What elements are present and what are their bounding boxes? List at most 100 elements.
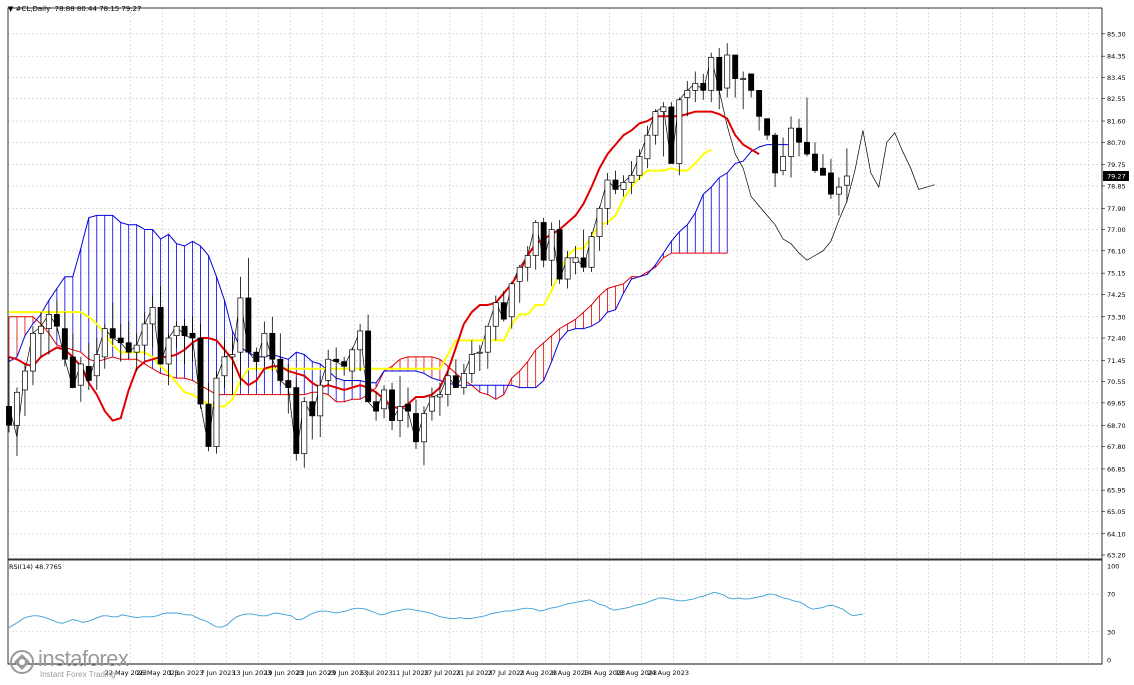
candle [668, 102, 675, 164]
candle [804, 97, 810, 157]
candle-body [293, 387, 300, 454]
chart-frame [7, 7, 1103, 665]
candle-body [309, 401, 316, 417]
candle-body [205, 403, 212, 447]
candle-body [173, 325, 180, 337]
current-price-label: 79.27 [1107, 173, 1126, 181]
candle-body [317, 384, 324, 417]
price-tick-label: 84.35 [1107, 53, 1126, 61]
chart-header: ▼ #CL,Daily 78.88 80.44 78.15 79.27 [8, 5, 142, 13]
candle-body [157, 307, 164, 365]
candle [708, 52, 715, 103]
rsi-tick-label: 30 [1107, 628, 1115, 636]
candle-body [532, 222, 539, 256]
candle [428, 387, 435, 421]
date-tick-label: 29 Jun 2023 [328, 669, 367, 677]
candle [780, 137, 787, 176]
main-panel-border [7, 7, 1103, 560]
candle [269, 316, 276, 372]
candle [405, 387, 411, 428]
candle-body [117, 337, 124, 344]
candle [85, 342, 92, 390]
candle-body [732, 54, 739, 79]
candle [29, 326, 36, 386]
price-tick-label: 70.55 [1107, 378, 1126, 386]
date-tick-label: 23 Jun 2023 [296, 669, 335, 677]
candle [365, 314, 372, 403]
candle-body [69, 356, 76, 388]
candle-body [796, 127, 802, 143]
price-tick-label: 65.95 [1107, 487, 1126, 495]
candle-body [405, 403, 411, 412]
candle [133, 333, 140, 372]
candle-body [436, 394, 443, 398]
rsi-panel: 100 70 30 0 [7, 563, 1119, 665]
candle-body [692, 82, 699, 91]
candle-body [61, 328, 68, 360]
candle [213, 371, 220, 454]
candle-body [165, 337, 172, 365]
price-tick-label: 78.85 [1107, 182, 1126, 190]
candle [117, 323, 124, 362]
date-tick-label: 2 Aug 2023 [520, 669, 558, 677]
candle-body [604, 179, 611, 209]
candle [532, 220, 539, 270]
candle [325, 349, 332, 386]
candle [357, 323, 364, 372]
candle [484, 325, 491, 369]
candle-body [612, 179, 619, 190]
candle-body [229, 354, 236, 358]
candle-body [22, 370, 28, 391]
candle [700, 73, 707, 100]
candle-body [221, 356, 228, 377]
candle-body [804, 141, 810, 155]
candle-body [365, 330, 372, 403]
candle-body [468, 354, 475, 374]
candle [748, 73, 755, 98]
candle [620, 175, 627, 197]
candle-body [245, 297, 252, 353]
candle [317, 375, 324, 438]
candle [548, 222, 555, 287]
candle-body [189, 332, 196, 339]
candle [14, 387, 20, 456]
candle [349, 347, 356, 386]
candle-body [716, 57, 723, 91]
candle [149, 295, 156, 348]
candle [500, 290, 507, 322]
candle [189, 316, 196, 362]
candle [772, 132, 779, 188]
candle [237, 276, 244, 386]
candle [843, 148, 850, 203]
candle-body [676, 99, 683, 164]
logo-mark-icon [10, 650, 34, 674]
candle-body [700, 82, 707, 91]
candle [373, 392, 380, 421]
date-tick-label: 1 Jun 2023 [169, 669, 204, 677]
candle [540, 217, 547, 268]
logo-tagline: Instant Forex Trading [40, 670, 116, 679]
candle [397, 375, 403, 438]
candle-body [628, 174, 635, 183]
dropdown-arrow-icon[interactable]: ▼ [8, 5, 14, 13]
candle-body [660, 106, 667, 112]
candle [6, 356, 12, 433]
candle-body [261, 332, 268, 358]
candle-body [580, 257, 587, 268]
candle-body [349, 349, 356, 372]
candle [309, 392, 316, 440]
candle [612, 170, 619, 195]
candle [301, 396, 308, 468]
candle-body [708, 57, 715, 91]
candle-body [756, 90, 763, 117]
candle-body [85, 365, 92, 381]
candle-body [53, 314, 60, 327]
candle-body [652, 111, 659, 136]
candle [588, 231, 595, 272]
chikou-span-line [8, 57, 935, 454]
candle [524, 246, 531, 282]
date-tick-label: 13 Jun 2023 [232, 669, 271, 677]
grid [8, 8, 1102, 664]
candle [628, 161, 635, 195]
